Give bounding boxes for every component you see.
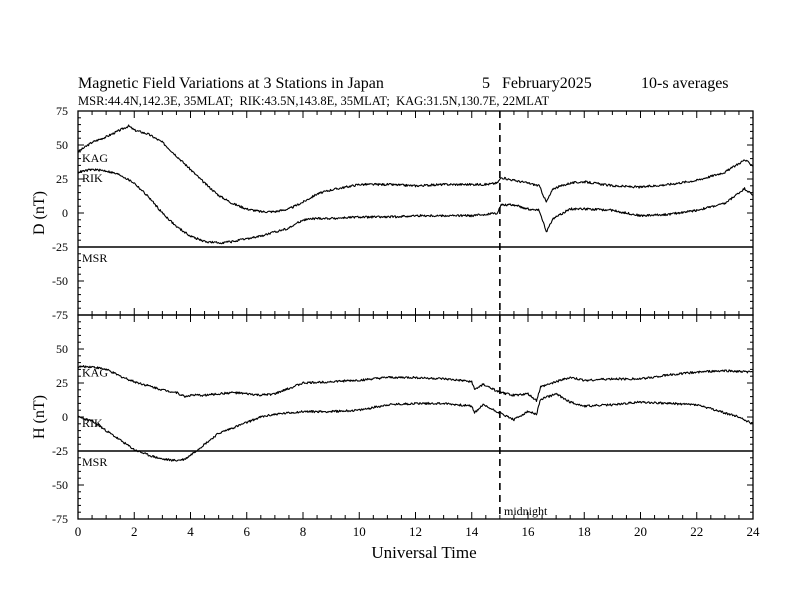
panel-h-x-tick-label: 16 [522,524,536,539]
panel-d-series-kag-line [77,124,754,214]
panel-h-y-tick-label: 25 [56,376,68,390]
panel-h-x-tick-label: 2 [131,524,138,539]
panel-h-x-tick-label: 6 [244,524,251,539]
panel-d-series-msr-label: MSR [82,251,107,265]
panel-h-x-tick-label: 4 [187,524,194,539]
panel-d-y-tick-label: -50 [52,274,68,288]
panel-d-frame [77,110,754,316]
panel-h-x-tick-label: 12 [409,524,422,539]
panel-h-y-axis-label: H (nT) [31,395,48,439]
panel-d-y-axis-label: D (nT) [31,191,48,235]
panel-h-frame [77,314,754,520]
panels-group: 75 50 25 0 -25 -50 -75 D (nT) KAG RIK MSR 50 25 0 -25 -… [31,104,760,539]
panel-d-y-tick-label: 75 [56,104,68,118]
panel-d-y-tick-label: -25 [52,240,68,254]
panel-h-x-tick-label: 10 [353,524,366,539]
panel-h-x-tick-label: 0 [75,524,82,539]
chart-averaging: 10-s averages [641,75,729,92]
panel-d-series-kag-label: KAG [82,151,108,165]
panel-h-y-tick-label: 50 [56,342,68,356]
panel-h-series-rik-line [77,392,754,462]
panel-h-x-tick-label: 8 [300,524,307,539]
panel-h-series-kag-label: KAG [82,366,108,380]
x-axis-label: Universal Time [371,543,476,562]
panel-h-x-tick-label: 14 [465,524,479,539]
panel-h-x-tick-label: 22 [690,524,703,539]
panel-h-y-tick-label: 0 [62,410,68,424]
panel-h-series-msr-label: MSR [82,455,107,469]
chart-date: 5 February2025 [482,75,592,92]
panel-h-y-tick-label: -25 [52,444,68,458]
panel-d-y-tick-label: 50 [56,138,68,152]
panel-h-x-tick-label: 20 [634,524,647,539]
panel-h-series-kag-line [77,365,754,403]
panel-d-y-tick-label: 25 [56,172,68,186]
midnight-label: midnight [504,504,548,518]
panel-h-y-tick-label: -50 [52,478,68,492]
stations-info: MSR:44.4N,142.3E, 35MLAT; RIK:43.5N,143.… [78,94,550,108]
panel-d-series-rik-label: RIK [82,171,103,185]
panel-h-y-tick-label: -75 [52,512,68,526]
panel-d-y-tick-label: 0 [62,206,68,220]
panel-h-x-tick-label: 18 [578,524,591,539]
panel-d-y-tick-label: -75 [52,308,68,322]
panel-d-series-rik-line [77,168,754,245]
chart-title: Magnetic Field Variations at 3 Stations … [78,75,384,92]
panel-h-x-tick-label: 24 [747,524,761,539]
panel-h-series-rik-label: RIK [82,416,103,430]
